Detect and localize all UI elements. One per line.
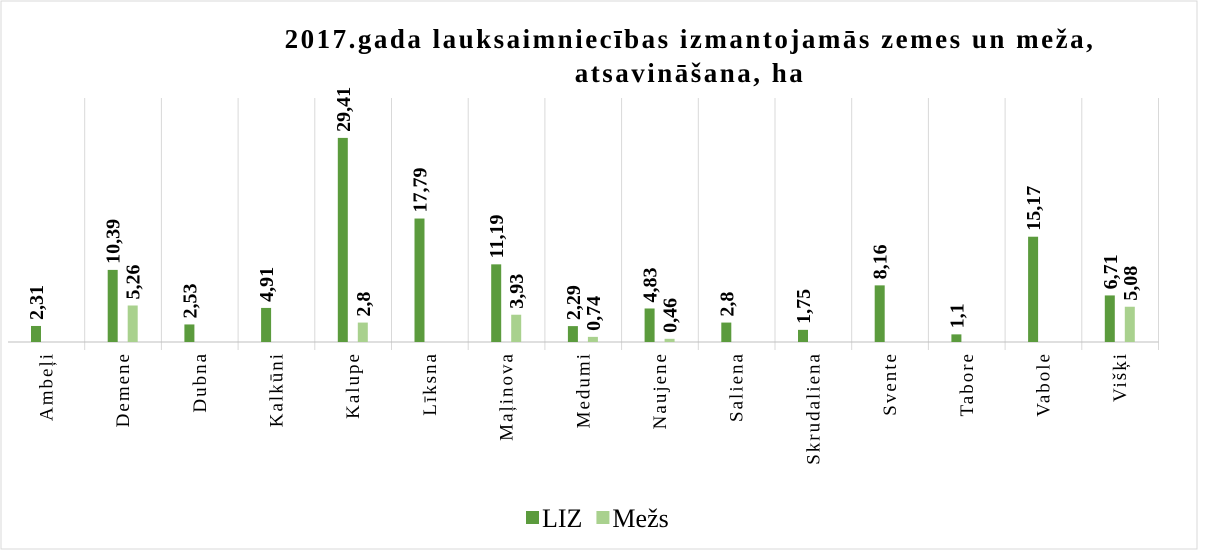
x-tick-label: Skrudaliena xyxy=(803,352,824,465)
bar xyxy=(1028,236,1039,342)
data-label: 1,1 xyxy=(946,303,968,328)
bar xyxy=(511,314,522,342)
bar xyxy=(798,329,808,342)
data-label: 2,29 xyxy=(563,285,585,320)
x-tick-label: Vabole xyxy=(1033,352,1054,417)
data-label: 4,83 xyxy=(640,267,662,302)
data-label: 29,41 xyxy=(333,87,355,132)
x-tick-label: Līksna xyxy=(420,352,441,416)
bar xyxy=(414,218,425,342)
x-tick-label: Svente xyxy=(880,352,901,416)
x-tick-label: Demene xyxy=(113,352,134,427)
data-label: 5,08 xyxy=(1120,266,1142,301)
bar xyxy=(357,322,368,342)
data-label: 2,53 xyxy=(179,283,201,318)
x-tick-label: Tabore xyxy=(957,352,978,416)
x-tick-label: Naujene xyxy=(650,352,671,429)
bar xyxy=(721,322,732,342)
data-label: 17,79 xyxy=(410,168,432,213)
x-tick-label: Maļinova xyxy=(497,352,518,441)
x-tick-label: Kalkūni xyxy=(266,352,287,427)
bar xyxy=(107,269,118,342)
data-label: 5,26 xyxy=(123,264,145,299)
x-tick-label: Ambeļi xyxy=(36,352,57,421)
data-label: 2,8 xyxy=(353,292,375,317)
legend-swatch xyxy=(526,511,539,524)
x-tick-label: Višķi xyxy=(1110,352,1131,402)
data-label: 3,93 xyxy=(506,274,528,309)
bar xyxy=(567,326,578,342)
legend-label: LIZ xyxy=(542,504,582,533)
data-label: 2,31 xyxy=(26,285,48,320)
bar xyxy=(184,324,195,342)
legend-swatch xyxy=(596,511,610,524)
data-label: 4,91 xyxy=(256,267,278,302)
x-tick-label: Saliena xyxy=(727,352,748,422)
data-label: 6,71 xyxy=(1100,254,1122,289)
bar xyxy=(337,137,348,342)
bar xyxy=(951,334,962,342)
chart-title: 2017.gada lauksaimniecības izmantojamās … xyxy=(284,24,1096,88)
data-label: 1,75 xyxy=(793,289,815,324)
data-label: 15,17 xyxy=(1023,186,1045,231)
bar xyxy=(664,338,675,342)
data-label: 2,8 xyxy=(716,292,738,317)
bar xyxy=(1124,306,1135,342)
bar xyxy=(644,308,655,342)
x-tick-label: Medumi xyxy=(573,352,594,428)
legend-label: Mežs xyxy=(612,504,668,533)
x-tick-label: Dubna xyxy=(190,352,211,413)
bar xyxy=(127,305,138,342)
bar xyxy=(874,285,885,342)
bar xyxy=(587,336,598,342)
data-label: 10,39 xyxy=(103,219,125,264)
bar xyxy=(1104,295,1115,342)
data-label: 11,19 xyxy=(486,214,508,258)
x-tick-label: Kalupe xyxy=(343,352,364,419)
bar xyxy=(31,325,41,342)
bar xyxy=(491,264,502,342)
data-label: 8,16 xyxy=(870,244,892,279)
data-label: 0,74 xyxy=(583,296,605,331)
data-label: 0,46 xyxy=(660,298,682,333)
bar xyxy=(261,307,272,342)
